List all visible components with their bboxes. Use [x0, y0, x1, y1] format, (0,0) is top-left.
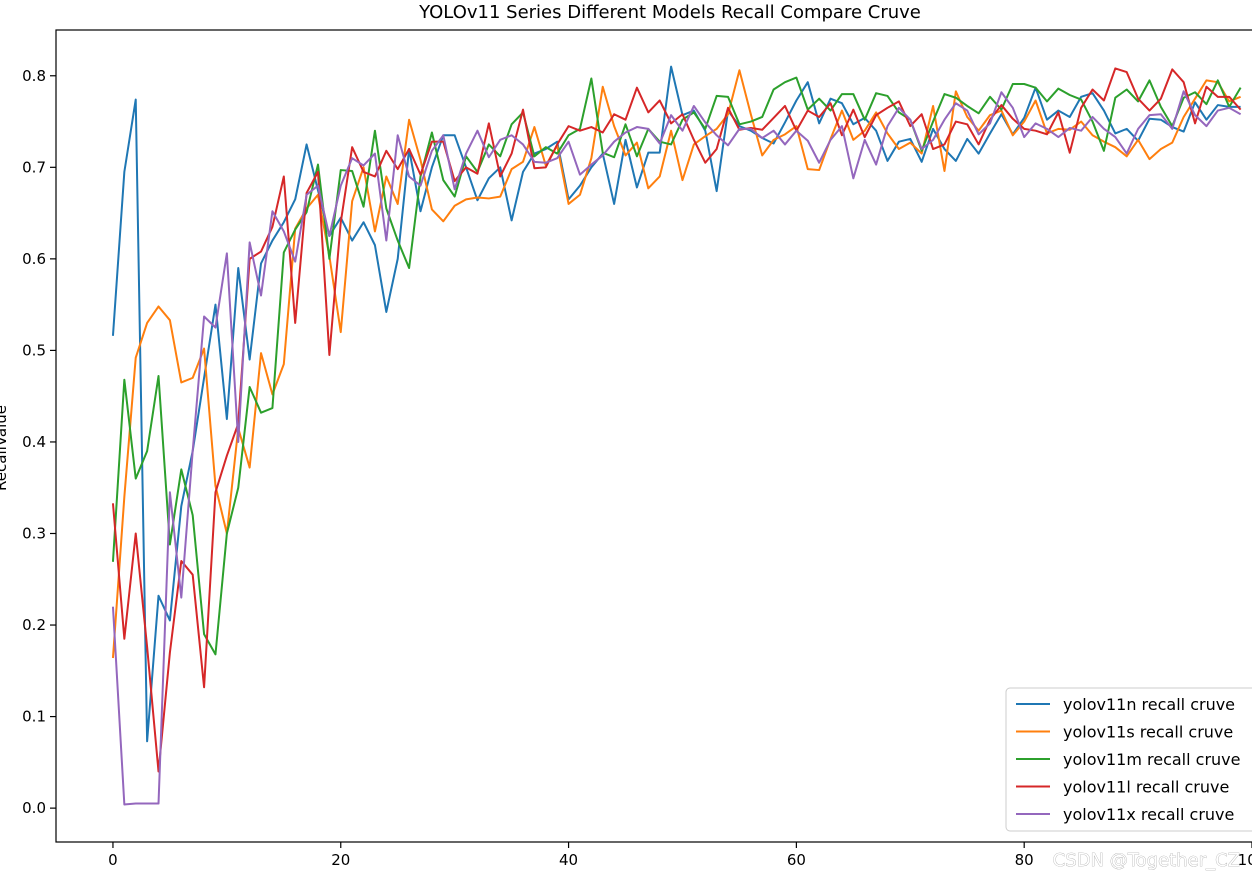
legend-box — [1005, 687, 1252, 832]
y-tick-label: 0.2 — [22, 616, 46, 634]
x-tick-label: 20 — [331, 851, 350, 869]
legend-label-2: yolov11s recall cruve — [1063, 723, 1233, 742]
y-tick-label: 0.7 — [22, 158, 46, 176]
y-tick-label: 0.5 — [22, 341, 46, 359]
x-tick-label: 0 — [108, 851, 118, 869]
y-tick-label: 0.1 — [22, 708, 46, 726]
plot-frame — [55, 29, 1252, 843]
x-tick-label: 100 — [1238, 851, 1252, 869]
x-axis-ticks: 0 20 40 60 80 100 — [108, 842, 1252, 869]
y-tick-label: 0.4 — [22, 433, 46, 451]
legend-label-4: yolov11l recall cruve — [1063, 778, 1229, 797]
y-tick-label: 0.6 — [22, 250, 46, 268]
legend-label-3: yolov11m recall cruve — [1063, 750, 1240, 769]
legend-label-5: yolov11x recall cruve — [1063, 805, 1234, 824]
y-axis-ticks: 0.0 0.1 0.2 0.3 0.4 0.5 0.6 0.7 0.8 — [22, 67, 56, 817]
legend: yolov11n recall cruve yolov11s recall cru… — [1005, 687, 1252, 832]
x-tick-label: 80 — [1015, 851, 1034, 869]
plot-lines — [111, 65, 1242, 806]
series-line-1 — [111, 65, 1241, 743]
series-line-3 — [111, 76, 1242, 656]
y-tick-label: 0.0 — [22, 799, 46, 817]
legend-label-1: yolov11n recall cruve — [1063, 695, 1235, 714]
y-tick-label: 0.8 — [22, 67, 46, 85]
x-tick-label: 40 — [559, 851, 578, 869]
series-line-2 — [111, 69, 1241, 659]
series-line-5 — [111, 90, 1242, 806]
series-line-4 — [111, 67, 1242, 773]
x-tick-label: 60 — [787, 851, 806, 869]
chart-title: YOLOv11 Series Different Models Recall C… — [418, 2, 921, 23]
y-axis-label: RecallValue — [0, 405, 10, 491]
y-tick-label: 0.3 — [22, 524, 46, 542]
watermark-text: CSDN @Together_CZ — [1053, 850, 1240, 871]
